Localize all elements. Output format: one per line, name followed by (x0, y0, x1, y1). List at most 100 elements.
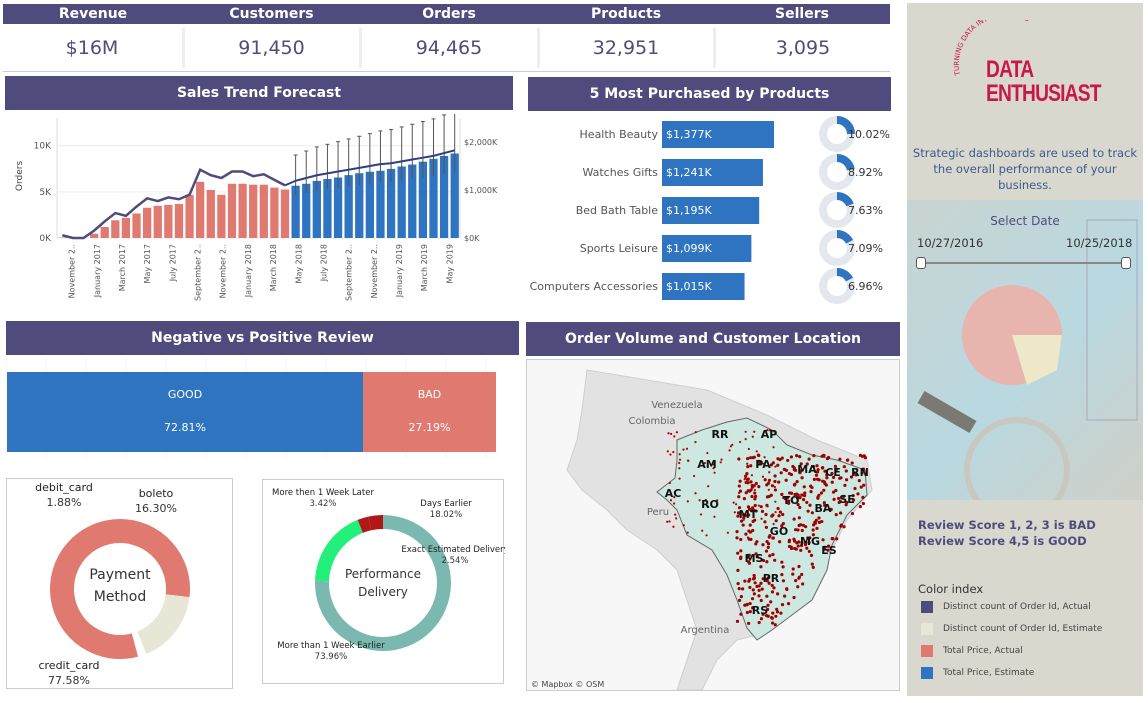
order-location-dot (733, 511, 736, 514)
bar-actual[interactable] (238, 183, 247, 238)
bar-actual[interactable] (270, 187, 279, 238)
share-donut-arc[interactable] (836, 192, 854, 207)
bar-actual[interactable] (227, 183, 237, 238)
bar-actual[interactable] (217, 194, 226, 238)
review-note-good: Review Score 4,5 is GOOD (918, 534, 1087, 548)
sales-trend-chart[interactable]: Orders 0K 5K 10K $0K $1,000K $2,000K November… (5, 110, 513, 304)
order-location-dot (738, 484, 741, 487)
product-bar[interactable] (662, 235, 752, 262)
share-donut-arc[interactable] (836, 154, 855, 171)
legend-item[interactable]: Total Price, Actual (921, 645, 1136, 657)
bar-estimate[interactable] (386, 168, 396, 238)
bar-estimate[interactable] (312, 180, 321, 238)
sales-trend-panel[interactable]: Orders 0K 5K 10K $0K $1,000K $2,000K November… (5, 110, 513, 304)
bar-actual[interactable] (89, 233, 99, 238)
order-location-dot (780, 456, 784, 460)
bar-estimate[interactable] (450, 153, 459, 238)
bar-estimate[interactable] (418, 161, 428, 238)
date-slider-handle-start[interactable] (916, 257, 926, 269)
order-location-dot (799, 462, 803, 466)
bar-estimate[interactable] (355, 173, 364, 238)
payment-chart[interactable]: Payment Method credit_card 77.58% boleto 16… (7, 479, 234, 690)
brand-logo: TURNING DATA INTO INSIGHTS DATA ENTHUSIA… (940, 11, 1120, 120)
product-bar[interactable] (662, 159, 763, 186)
order-location-dot (773, 623, 777, 627)
order-location-dot (735, 503, 738, 506)
order-location-dot (776, 463, 780, 467)
product-bar[interactable] (662, 197, 760, 224)
bar-estimate[interactable] (439, 155, 449, 238)
payment-slice[interactable] (137, 594, 190, 654)
order-location-dot (834, 513, 838, 517)
order-location-dot (808, 503, 812, 507)
bar-actual[interactable] (100, 226, 109, 238)
order-location-dot (804, 540, 808, 545)
bar-actual[interactable] (153, 205, 162, 238)
order-location-dot (764, 614, 769, 618)
delivery-panel[interactable]: Performance Delivery More than 1 Week Ea… (262, 479, 509, 685)
review-bar-good[interactable] (7, 372, 364, 452)
share-donut-arc[interactable] (836, 268, 853, 282)
reviews-panel[interactable]: GOOD 72.81% BAD 27.19% (5, 358, 519, 458)
orders-estimate-line[interactable] (284, 149, 455, 187)
orders-actual-line[interactable] (61, 167, 286, 240)
bar-actual[interactable] (259, 184, 268, 238)
bar-actual[interactable] (164, 204, 173, 238)
order-location-dot (743, 579, 747, 583)
share-donut-arc[interactable] (836, 116, 856, 135)
order-location-dot (802, 493, 807, 498)
bar-actual[interactable] (206, 190, 215, 238)
date-range-slider[interactable] (918, 262, 1130, 264)
order-location-dot (830, 480, 834, 484)
map-panel[interactable]: Venezuela Colombia Peru Argentina RR AP AM… (526, 359, 900, 691)
order-location-dot (811, 565, 815, 569)
order-location-dot (749, 480, 753, 484)
top-products-panel[interactable]: Health Beauty $1,377K 10.02% Watches Gifts $… (522, 114, 896, 306)
delivery-slice[interactable] (357, 516, 372, 533)
bar-actual[interactable] (185, 194, 194, 238)
bar-estimate[interactable] (333, 177, 343, 238)
bar-estimate[interactable] (429, 158, 438, 238)
bar-actual[interactable] (121, 217, 131, 238)
customer-location-map[interactable]: Venezuela Colombia Peru Argentina RR AP AM… (527, 360, 899, 691)
order-location-dot (742, 497, 746, 501)
order-location-dot (801, 498, 806, 502)
order-location-dot (834, 488, 838, 493)
bar-actual[interactable] (143, 207, 152, 238)
bar-actual[interactable] (196, 181, 205, 238)
legend-item[interactable]: Distinct count of Order Id, Actual (921, 601, 1136, 613)
delivery-slice[interactable] (368, 515, 383, 531)
bar-estimate[interactable] (302, 183, 311, 238)
bar-actual[interactable] (280, 189, 290, 238)
top-products-chart[interactable]: Health Beauty $1,377K 10.02% Watches Gifts $… (522, 114, 896, 306)
bar-estimate[interactable] (408, 164, 417, 238)
review-bar-bad[interactable] (363, 372, 496, 452)
bar-estimate[interactable] (344, 175, 353, 238)
share-donut-arc[interactable] (836, 230, 854, 244)
order-location-dot (744, 491, 748, 495)
product-bar[interactable] (662, 121, 774, 148)
legend-item[interactable]: Distinct count of Order Id, Estimate (921, 623, 1136, 635)
bar-estimate[interactable] (291, 185, 300, 238)
bar-actual[interactable] (249, 184, 258, 238)
payment-slice[interactable] (131, 631, 147, 657)
bar-estimate[interactable] (397, 166, 406, 238)
reviews-chart[interactable]: GOOD 72.81% BAD 27.19% (5, 358, 519, 458)
product-bar[interactable] (662, 273, 745, 300)
order-location-dot (780, 573, 784, 577)
bar-actual[interactable] (174, 203, 184, 238)
delivery-chart[interactable]: Performance Delivery More than 1 Week Ea… (263, 480, 509, 685)
bar-estimate[interactable] (323, 178, 332, 238)
date-slider-handle-end[interactable] (1121, 257, 1131, 269)
legend-item[interactable]: Total Price, Estimate (921, 667, 1136, 679)
bar-actual[interactable] (132, 213, 141, 238)
payment-panel[interactable]: Payment Method credit_card 77.58% boleto 16… (6, 478, 233, 689)
bar-estimate[interactable] (365, 171, 374, 238)
bar-actual[interactable] (111, 220, 120, 238)
sales-trend-ylabel: Orders (15, 161, 25, 192)
order-location-dot (678, 458, 682, 461)
bar-estimate[interactable] (376, 170, 385, 238)
payment-slice[interactable] (50, 519, 190, 659)
order-location-dot (845, 458, 850, 462)
delivery-slice[interactable] (315, 519, 363, 582)
